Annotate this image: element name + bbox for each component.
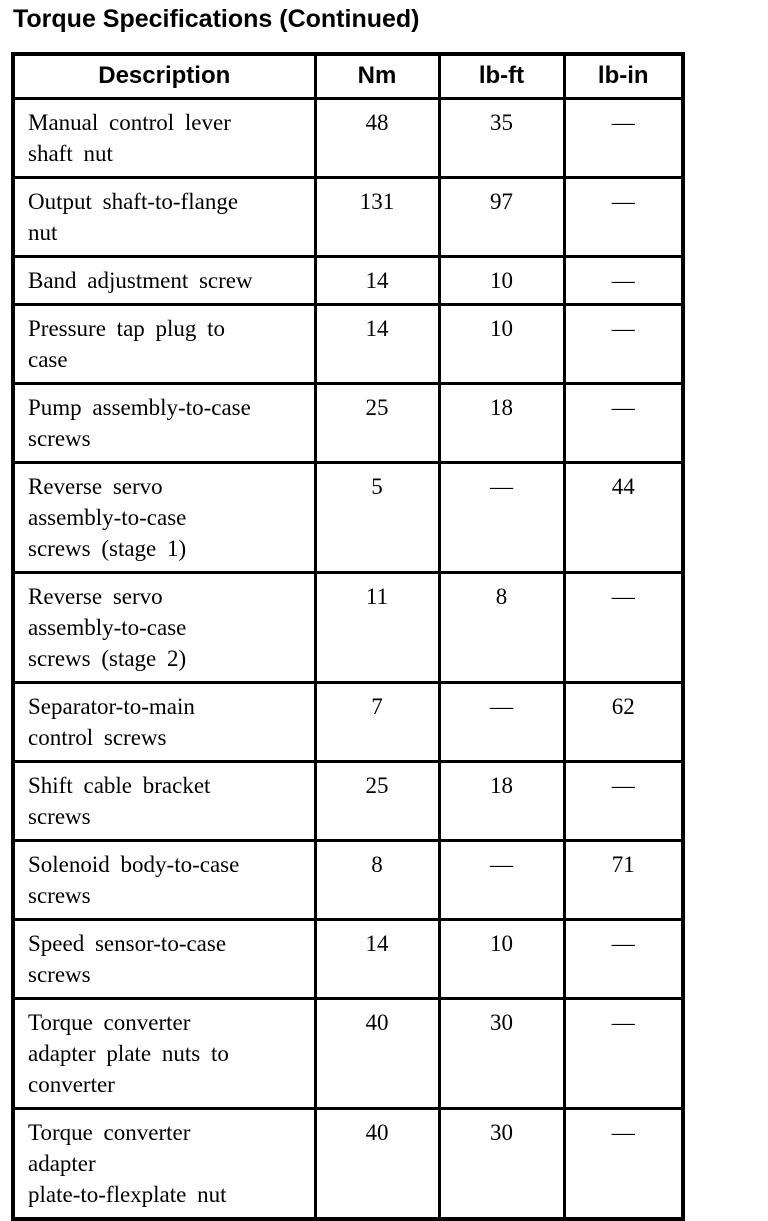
cell-lbft: 10	[437, 255, 566, 306]
cell-nm: 48	[313, 97, 441, 179]
cell-nm: 14	[313, 303, 441, 385]
table-row: Reverse servo assembly-to-case screws (s…	[11, 461, 685, 574]
page-title: Torque Specifications (Continued)	[13, 5, 420, 33]
table-row: Torque converter adapter plate nuts to c…	[11, 997, 685, 1110]
cell-lbft: 10	[437, 918, 566, 1000]
cell-description: Pump assembly-to-case screws	[11, 382, 317, 464]
cell-description: Band adjustment screw	[11, 255, 317, 306]
table-row: Band adjustment screw 14 10 —	[11, 255, 685, 306]
cell-lbft: 8	[437, 571, 566, 684]
cell-lbft: —	[437, 681, 566, 763]
cell-description: Output shaft-to-flange nut	[11, 176, 317, 258]
table-body: Manual control lever shaft nut 48 35 — O…	[11, 97, 685, 1221]
table-row: Separator-to-main control screws 7 — 62	[11, 681, 685, 763]
cell-lbin: 71	[562, 839, 685, 921]
cell-description: Torque converter adapter plate nuts to c…	[11, 997, 317, 1110]
torque-spec-table: Description Nm lb-ft lb-in Manual contro…	[11, 52, 685, 1221]
cell-nm: 14	[313, 918, 441, 1000]
cell-lbin: —	[562, 918, 685, 1000]
cell-nm: 25	[313, 760, 441, 842]
cell-lbft: 30	[437, 997, 566, 1110]
table-row: Output shaft-to-flange nut 131 97 —	[11, 176, 685, 258]
cell-description: Shift cable bracket screws	[11, 760, 317, 842]
cell-lbin: —	[562, 382, 685, 464]
cell-description: Solenoid body-to-case screws	[11, 839, 317, 921]
cell-lbin: —	[562, 303, 685, 385]
cell-lbft: 18	[437, 382, 566, 464]
cell-description: Manual control lever shaft nut	[11, 97, 317, 179]
cell-description: Torque converter adapter plate-to-flexpl…	[11, 1107, 317, 1221]
table-row: Manual control lever shaft nut 48 35 —	[11, 97, 685, 179]
cell-description: Separator-to-main control screws	[11, 681, 317, 763]
cell-nm: 5	[313, 461, 441, 574]
cell-lbin: —	[562, 176, 685, 258]
cell-lbin: —	[562, 97, 685, 179]
cell-nm: 131	[313, 176, 441, 258]
table-row: Pressure tap plug to case 14 10 —	[11, 303, 685, 385]
cell-nm: 25	[313, 382, 441, 464]
cell-lbin: —	[562, 997, 685, 1110]
table-row: Torque converter adapter plate-to-flexpl…	[11, 1107, 685, 1221]
header-row: Description Nm lb-ft lb-in	[11, 52, 685, 100]
cell-nm: 8	[313, 839, 441, 921]
cell-description: Speed sensor-to-case screws	[11, 918, 317, 1000]
cell-nm: 7	[313, 681, 441, 763]
cell-lbin: —	[562, 760, 685, 842]
table-row: Pump assembly-to-case screws 25 18 —	[11, 382, 685, 464]
table-row: Shift cable bracket screws 25 18 —	[11, 760, 685, 842]
cell-lbin: —	[562, 255, 685, 306]
cell-lbft: 30	[437, 1107, 566, 1221]
cell-nm: 40	[313, 997, 441, 1110]
column-header-description: Description	[11, 52, 317, 100]
table-row: Solenoid body-to-case screws 8 — 71	[11, 839, 685, 921]
cell-lbin: —	[562, 1107, 685, 1221]
cell-lbft: —	[437, 839, 566, 921]
column-header-nm: Nm	[313, 52, 441, 100]
cell-lbft: 35	[437, 97, 566, 179]
cell-lbin: 62	[562, 681, 685, 763]
cell-lbft: 97	[437, 176, 566, 258]
cell-lbin: —	[562, 571, 685, 684]
cell-lbft: —	[437, 461, 566, 574]
cell-description: Reverse servo assembly-to-case screws (s…	[11, 461, 317, 574]
table-row: Speed sensor-to-case screws 14 10 —	[11, 918, 685, 1000]
table-row: Reverse servo assembly-to-case screws (s…	[11, 571, 685, 684]
column-header-lbin: lb-in	[562, 52, 685, 100]
cell-description: Reverse servo assembly-to-case screws (s…	[11, 571, 317, 684]
cell-lbft: 18	[437, 760, 566, 842]
cell-description: Pressure tap plug to case	[11, 303, 317, 385]
cell-lbft: 10	[437, 303, 566, 385]
cell-nm: 11	[313, 571, 441, 684]
cell-lbin: 44	[562, 461, 685, 574]
cell-nm: 40	[313, 1107, 441, 1221]
cell-nm: 14	[313, 255, 441, 306]
table-header: Description Nm lb-ft lb-in	[11, 52, 685, 100]
column-header-lbft: lb-ft	[437, 52, 566, 100]
